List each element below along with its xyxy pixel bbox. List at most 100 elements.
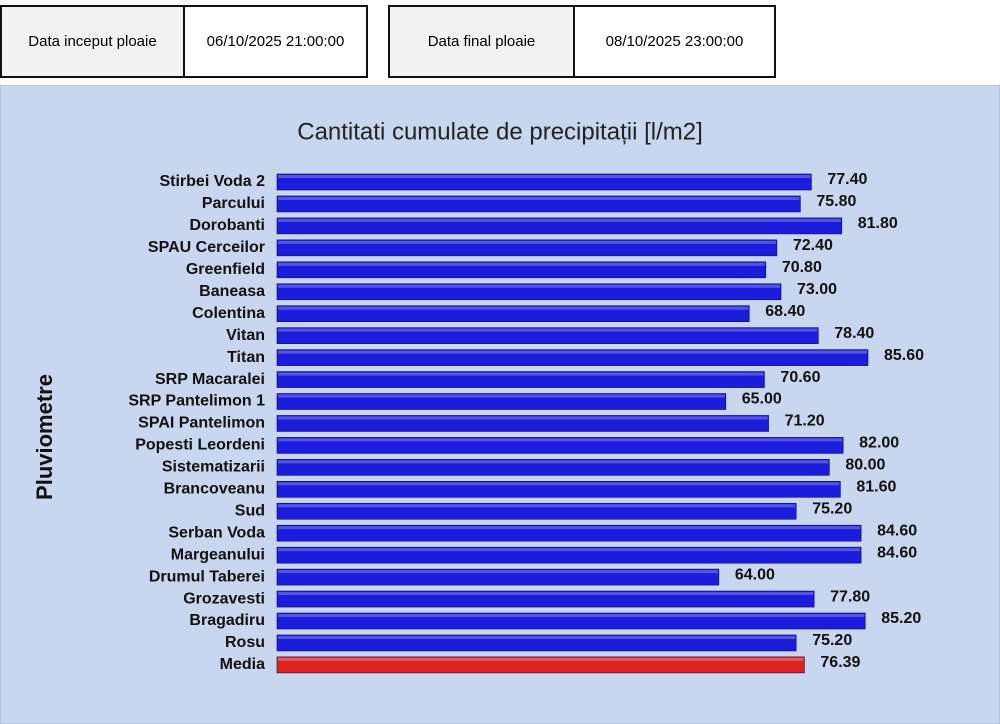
bar-highlight <box>278 218 841 222</box>
bar-highlight <box>278 284 781 288</box>
bar-highlight <box>278 306 749 310</box>
bar <box>276 568 720 586</box>
value-label: 85.20 <box>881 610 921 627</box>
bar <box>276 195 801 213</box>
bar-highlight <box>278 175 811 178</box>
category-label: Titan <box>227 349 265 366</box>
category-label: Dorobanti <box>189 217 265 234</box>
bar-highlight <box>278 240 776 244</box>
end-value: 08/10/2025 23:00:00 <box>605 33 744 50</box>
value-label: 82.00 <box>859 435 899 452</box>
category-label: SRP Pantelimon 1 <box>128 393 265 410</box>
bar-highlight <box>278 416 768 420</box>
bar <box>276 634 797 652</box>
bar-highlight <box>278 657 804 661</box>
chart: Cantitati cumulate de precipitații [l/m2… <box>0 85 1000 724</box>
bar <box>276 480 841 498</box>
value-label: 76.39 <box>820 654 860 671</box>
start-box: Data inceput ploaie 06/10/2025 21:00:00 <box>0 5 368 78</box>
category-label: Rosu <box>225 634 265 651</box>
category-label: Grozavesti <box>183 590 265 607</box>
bar-highlight <box>278 328 818 332</box>
value-label: 75.80 <box>816 193 856 210</box>
bar-highlight <box>278 482 840 486</box>
category-label: Serban Voda <box>168 524 265 541</box>
value-label: 77.40 <box>827 171 867 188</box>
bar <box>276 173 812 191</box>
value-label: 81.60 <box>856 479 896 496</box>
bar <box>276 305 750 322</box>
bar <box>276 546 862 564</box>
value-label: 78.40 <box>834 325 874 342</box>
y-axis-label: Pluviometre <box>32 374 57 500</box>
category-label: Bragadiru <box>189 612 265 629</box>
value-label: 81.80 <box>858 215 898 232</box>
bar <box>276 415 769 432</box>
bar <box>276 437 844 454</box>
bar <box>276 612 866 630</box>
bar <box>276 590 815 608</box>
end-label: Data final ploaie <box>390 7 575 76</box>
category-label: SPAU Cerceilor <box>148 239 265 256</box>
category-label: Parcului <box>202 195 265 212</box>
bar-highlight <box>278 548 861 552</box>
value-label: 75.20 <box>812 500 852 517</box>
value-label: 84.60 <box>877 544 917 561</box>
bar <box>276 371 765 388</box>
category-label: SRP Macaralei <box>155 371 265 388</box>
bar-highlight <box>278 570 718 574</box>
value-label: 65.00 <box>742 391 782 408</box>
bar-highlight <box>278 460 829 464</box>
end-box: Data final ploaie 08/10/2025 23:00:00 <box>388 5 776 78</box>
bar <box>276 459 830 476</box>
category-label: Sud <box>235 502 265 519</box>
value-label: 80.00 <box>845 457 885 474</box>
bar <box>276 261 767 279</box>
bar-highlight <box>278 196 800 200</box>
category-label: Margeanului <box>171 546 265 563</box>
category-label: Greenfield <box>186 261 265 278</box>
value-label: 70.60 <box>780 369 820 386</box>
value-label: 72.40 <box>793 237 833 254</box>
bar <box>276 327 819 344</box>
bar-highlight <box>278 592 814 596</box>
bar <box>276 283 782 301</box>
category-label: Media <box>220 656 265 673</box>
bar-highlight <box>278 394 725 398</box>
category-label: Vitan <box>226 327 265 344</box>
bar-highlight <box>278 262 765 266</box>
bar-highlight <box>278 504 796 508</box>
bar <box>276 524 862 542</box>
category-label: Sistematizarii <box>162 459 265 476</box>
value-label: 85.60 <box>884 347 924 364</box>
bar-highlight <box>278 438 843 442</box>
bar-highlight <box>278 526 861 530</box>
bar-highlight <box>278 614 865 617</box>
bar <box>276 656 805 674</box>
value-label: 75.20 <box>812 632 852 649</box>
start-label: Data inceput ploaie <box>2 7 185 76</box>
category-label: Brancoveanu <box>164 481 265 498</box>
value-label: 64.00 <box>735 566 775 583</box>
chart-title: Cantitati cumulate de precipitații [l/m2… <box>297 118 703 145</box>
bar <box>276 349 869 366</box>
bar <box>276 239 778 257</box>
start-value: 06/10/2025 21:00:00 <box>206 33 345 50</box>
value-label: 68.40 <box>765 303 805 320</box>
value-label: 84.60 <box>877 522 917 539</box>
bar-highlight <box>278 350 867 354</box>
category-label: Drumul Taberei <box>149 568 265 585</box>
category-label: Baneasa <box>199 283 265 300</box>
category-label: Stirbei Voda 2 <box>159 173 265 190</box>
value-label: 71.20 <box>785 413 825 430</box>
bar-highlight <box>278 372 764 376</box>
value-label: 77.80 <box>830 588 870 605</box>
bar <box>276 217 843 235</box>
value-label: 70.80 <box>782 259 822 276</box>
category-label: Popesti Leordeni <box>135 437 265 454</box>
category-label: SPAI Pantelimon <box>138 415 265 432</box>
bar <box>276 502 797 520</box>
category-label: Colentina <box>192 305 265 322</box>
bar-highlight <box>278 635 796 639</box>
